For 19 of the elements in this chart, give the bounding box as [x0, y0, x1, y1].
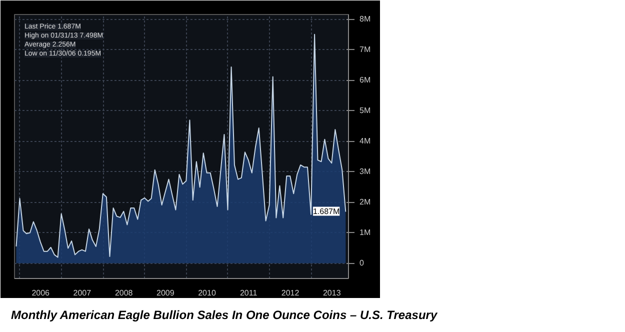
- y-tick-label: 5M: [360, 106, 371, 116]
- y-tick-label: 6M: [360, 76, 371, 85]
- x-tick-label: 2006: [32, 288, 50, 298]
- x-tick-label: 2013: [322, 288, 342, 298]
- x-tick-label: 2008: [114, 288, 134, 298]
- y-tick-label: 1M: [360, 228, 371, 238]
- x-tick-label: 2010: [198, 288, 216, 298]
- x-tick-label: 2009: [156, 288, 175, 298]
- y-tick-label: 2M: [360, 198, 371, 207]
- y-tick-label: 0: [360, 258, 364, 268]
- annotation: 1.687M: [312, 206, 340, 216]
- x-tick-label: 2011: [240, 288, 258, 298]
- y-tick-label: 4M: [360, 136, 371, 146]
- x-tick-label: 2012: [281, 288, 300, 298]
- y-tick-label: 3M: [360, 167, 371, 176]
- y-tick-label: 7M: [360, 45, 371, 54]
- y-tick-label: 8M: [360, 14, 371, 24]
- x-tick-label: 2007: [73, 288, 92, 298]
- text: Monthly American Eagle Bullion Sales In One Ounce Coins – U.S. Treasury: [11, 307, 438, 324]
